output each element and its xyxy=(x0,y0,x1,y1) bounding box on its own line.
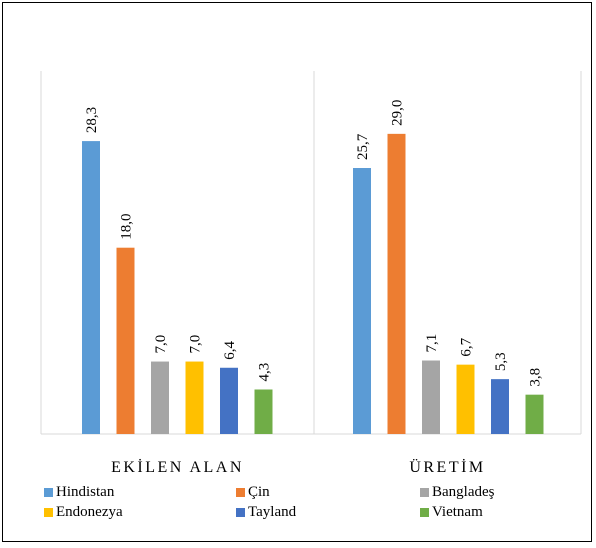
data-label: 4,3 xyxy=(257,363,273,382)
legend-label: Hindistan xyxy=(56,484,115,500)
data-label: 6,4 xyxy=(222,341,238,360)
legend-item: Tayland xyxy=(236,504,296,521)
data-label: 6,7 xyxy=(459,337,475,356)
legend-item: Endonezya xyxy=(44,504,123,521)
bar xyxy=(254,389,273,434)
legend-label: Bangladeş xyxy=(432,484,495,500)
bar xyxy=(220,367,238,434)
category-label: EKİLEN ALAN xyxy=(111,458,244,476)
legend-swatch xyxy=(420,488,429,497)
bar xyxy=(353,168,371,434)
data-label: 3,8 xyxy=(528,368,544,387)
bar-chart: 28,3 18,0 7,0 7,0 6,4 4,3 EKİLEN ALAN 25,7 29,0 7… xyxy=(40,71,582,476)
legend-item: Vietnam xyxy=(420,504,483,521)
legend-swatch xyxy=(44,488,53,497)
data-label: 5,3 xyxy=(493,352,509,371)
data-label: 7,1 xyxy=(424,334,440,353)
legend-label: Tayland xyxy=(248,504,297,520)
chart-frame: 28,3 18,0 7,0 7,0 6,4 4,3 EKİLEN ALAN 25,7 29,0 7… xyxy=(2,2,592,542)
bar xyxy=(151,361,169,434)
bar xyxy=(116,247,135,434)
bar xyxy=(422,360,440,434)
bar xyxy=(525,394,544,434)
legend-swatch xyxy=(236,488,245,497)
legend-swatch xyxy=(420,508,429,517)
legend-item: Hindistan xyxy=(44,484,114,501)
legend-label: Endonezya xyxy=(56,504,123,520)
data-label: 18,0 xyxy=(119,213,135,239)
category-label: ÜRETİM xyxy=(409,458,485,476)
legend-label: Vietnam xyxy=(432,504,483,520)
data-label: 7,0 xyxy=(153,335,169,354)
bar xyxy=(82,141,100,434)
bar xyxy=(387,133,406,434)
legend-swatch xyxy=(44,508,53,517)
data-label: 25,7 xyxy=(355,133,371,160)
data-label: 28,3 xyxy=(84,107,100,133)
bar xyxy=(491,379,509,434)
legend-item: Bangladeş xyxy=(420,484,494,501)
data-label: 7,0 xyxy=(188,335,204,354)
legend-swatch xyxy=(236,508,245,517)
legend-item: Çin xyxy=(236,484,270,501)
bar xyxy=(456,364,475,434)
bar xyxy=(185,361,204,434)
legend-label: Çin xyxy=(248,484,270,500)
data-label: 29,0 xyxy=(390,100,406,126)
